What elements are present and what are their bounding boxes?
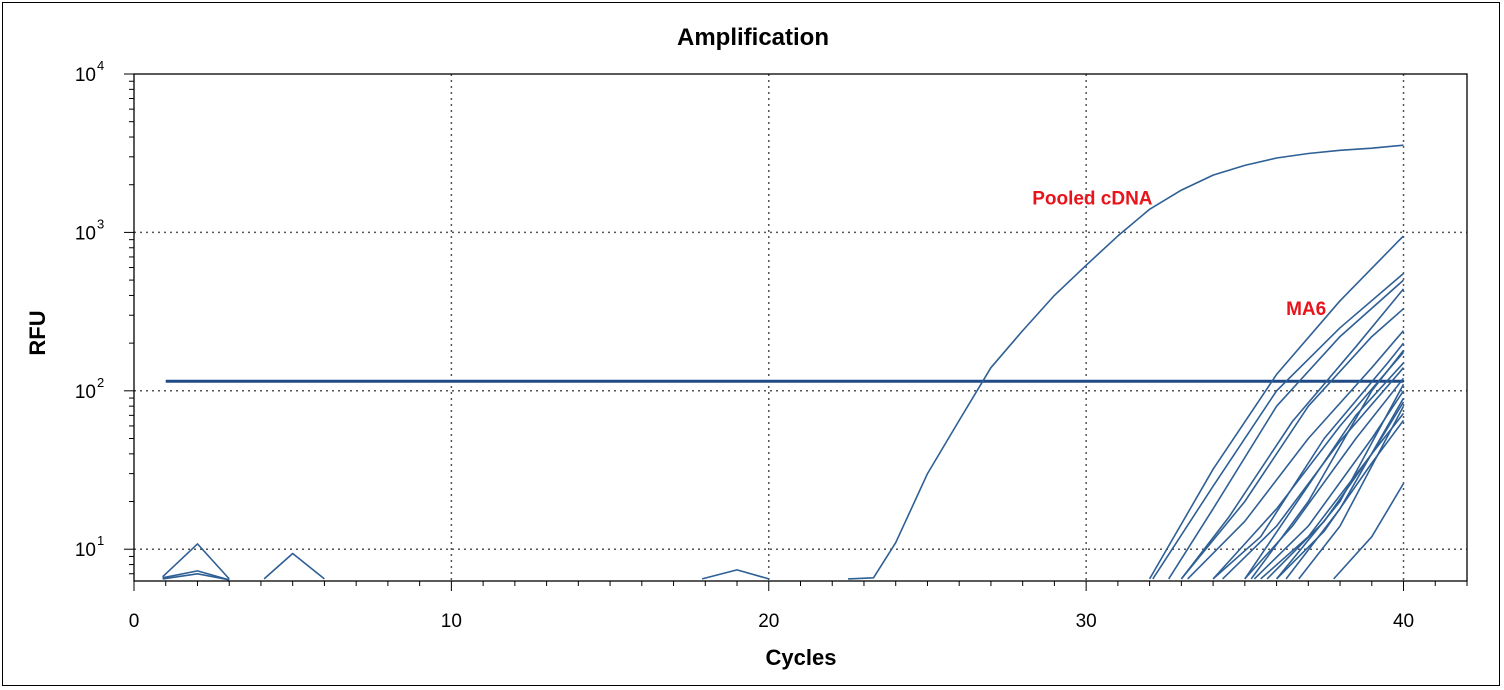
chart-title: Amplification <box>677 24 829 51</box>
plot-border <box>133 73 1468 582</box>
series-line <box>162 543 230 580</box>
x-tick-label: 40 <box>1393 611 1414 632</box>
y-tick-exponent: 1 <box>97 533 104 548</box>
series-line <box>162 572 230 581</box>
series-line <box>701 569 770 580</box>
series-line <box>1250 349 1405 580</box>
series-line <box>1148 235 1405 580</box>
y-tick-exponent: 4 <box>97 58 104 73</box>
annotation-label: Pooled cDNA <box>1032 189 1153 210</box>
series-line <box>1260 401 1405 580</box>
series-line <box>1275 383 1405 580</box>
series-line <box>1212 342 1405 580</box>
x-tick-label: 20 <box>758 611 779 632</box>
series-line <box>1244 362 1405 580</box>
y-tick-label: 10 <box>75 65 96 86</box>
series-line <box>162 570 230 581</box>
series-line <box>1333 483 1405 580</box>
y-tick-label: 10 <box>75 382 96 403</box>
series-line <box>1253 390 1405 580</box>
series-line <box>1285 397 1405 580</box>
series-line <box>1298 405 1405 580</box>
y-axis-label: RFU <box>25 310 50 355</box>
series-line <box>1180 288 1405 580</box>
x-tick-label: 10 <box>441 611 462 632</box>
y-tick-exponent: 3 <box>97 216 104 231</box>
series-line <box>848 144 1404 580</box>
series-line <box>1212 351 1405 580</box>
y-tick-label: 10 <box>75 540 96 561</box>
series-line <box>1276 419 1405 580</box>
series-line <box>263 552 325 580</box>
series-line <box>1244 377 1405 580</box>
x-tick-label: 0 <box>129 611 140 632</box>
annotation-label: MA6 <box>1286 299 1326 320</box>
series-line <box>1187 330 1405 580</box>
grid-layer <box>134 74 1467 581</box>
series-line <box>1168 279 1405 580</box>
y-tick-label: 10 <box>75 223 96 244</box>
series-line <box>1152 272 1405 580</box>
x-tick-label: 30 <box>1076 611 1097 632</box>
y-tick-exponent: 2 <box>97 375 104 390</box>
series-layer <box>162 144 1405 581</box>
annotation-layer: Pooled cDNA MA6 <box>1032 189 1326 321</box>
series-line <box>1180 308 1405 580</box>
series-line <box>1222 367 1405 580</box>
x-axis-label: Cycles <box>766 645 837 670</box>
